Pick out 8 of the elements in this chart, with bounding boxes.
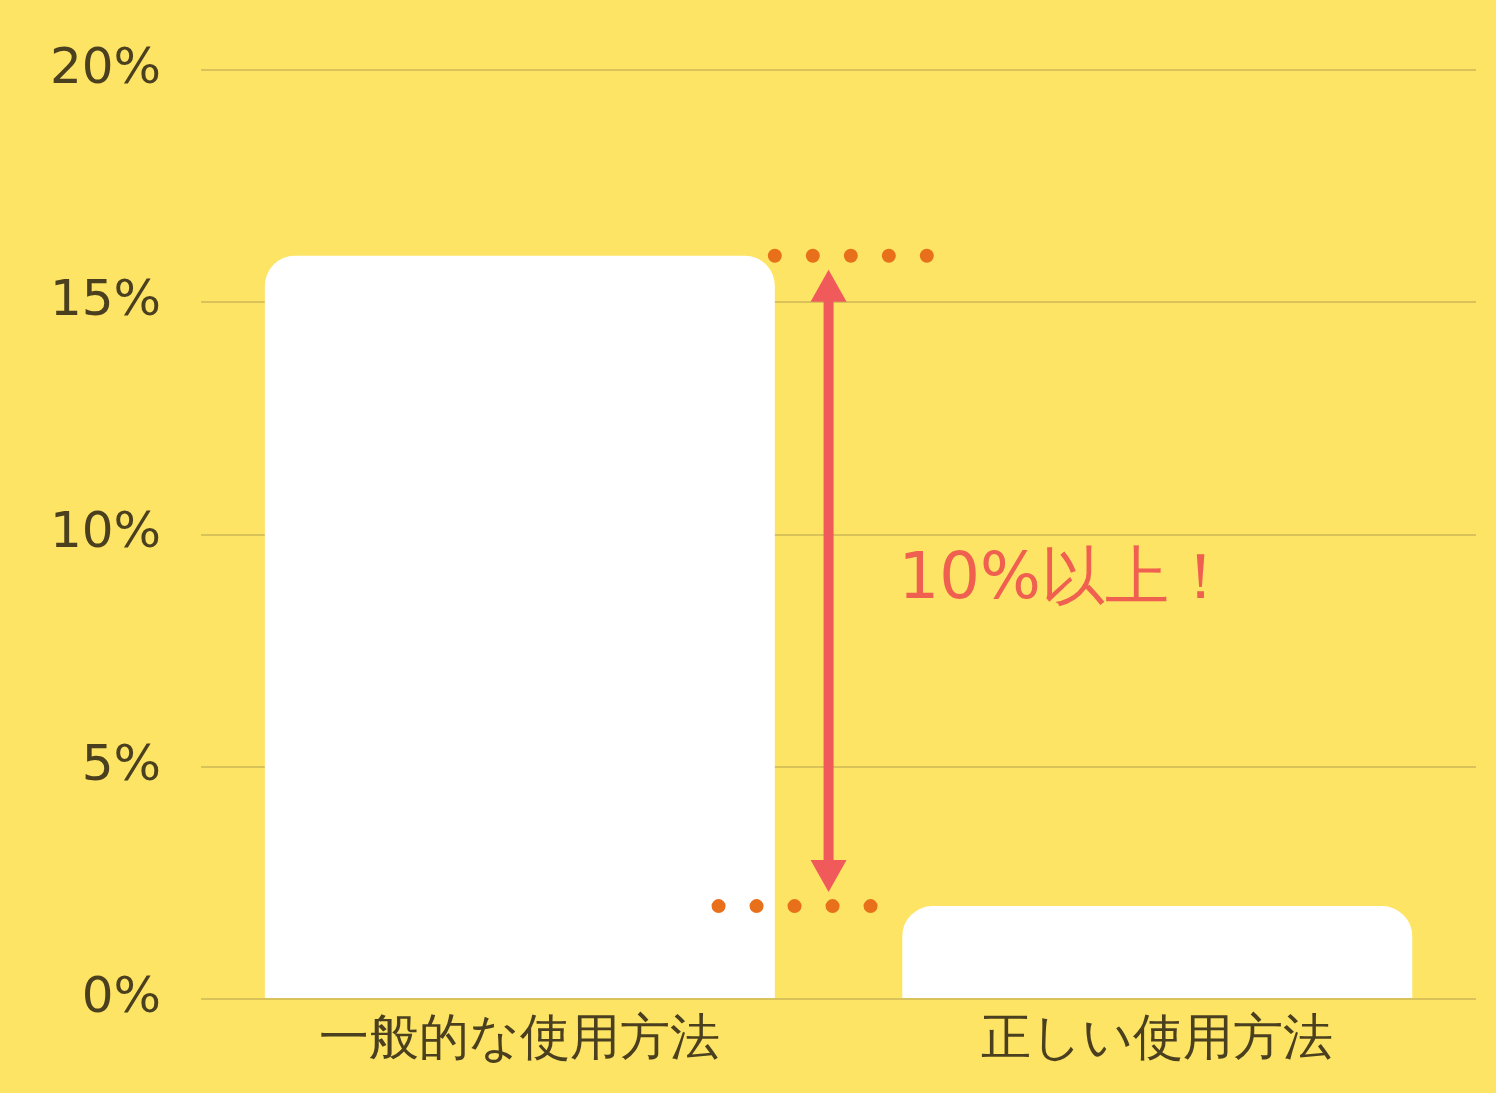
y-tick-label: 10%: [49, 501, 162, 560]
y-tick-label: 0%: [81, 965, 162, 1024]
y-tick-label: 15%: [49, 269, 162, 328]
y-tick-label: 5%: [81, 733, 162, 792]
annotation: 10%以上！: [898, 538, 1233, 613]
y-tick-label: 20%: [49, 36, 162, 95]
x-tick-label: 一般的な使用方法: [319, 1007, 721, 1066]
x-tick-label: 正しい使用方法: [981, 1007, 1334, 1066]
